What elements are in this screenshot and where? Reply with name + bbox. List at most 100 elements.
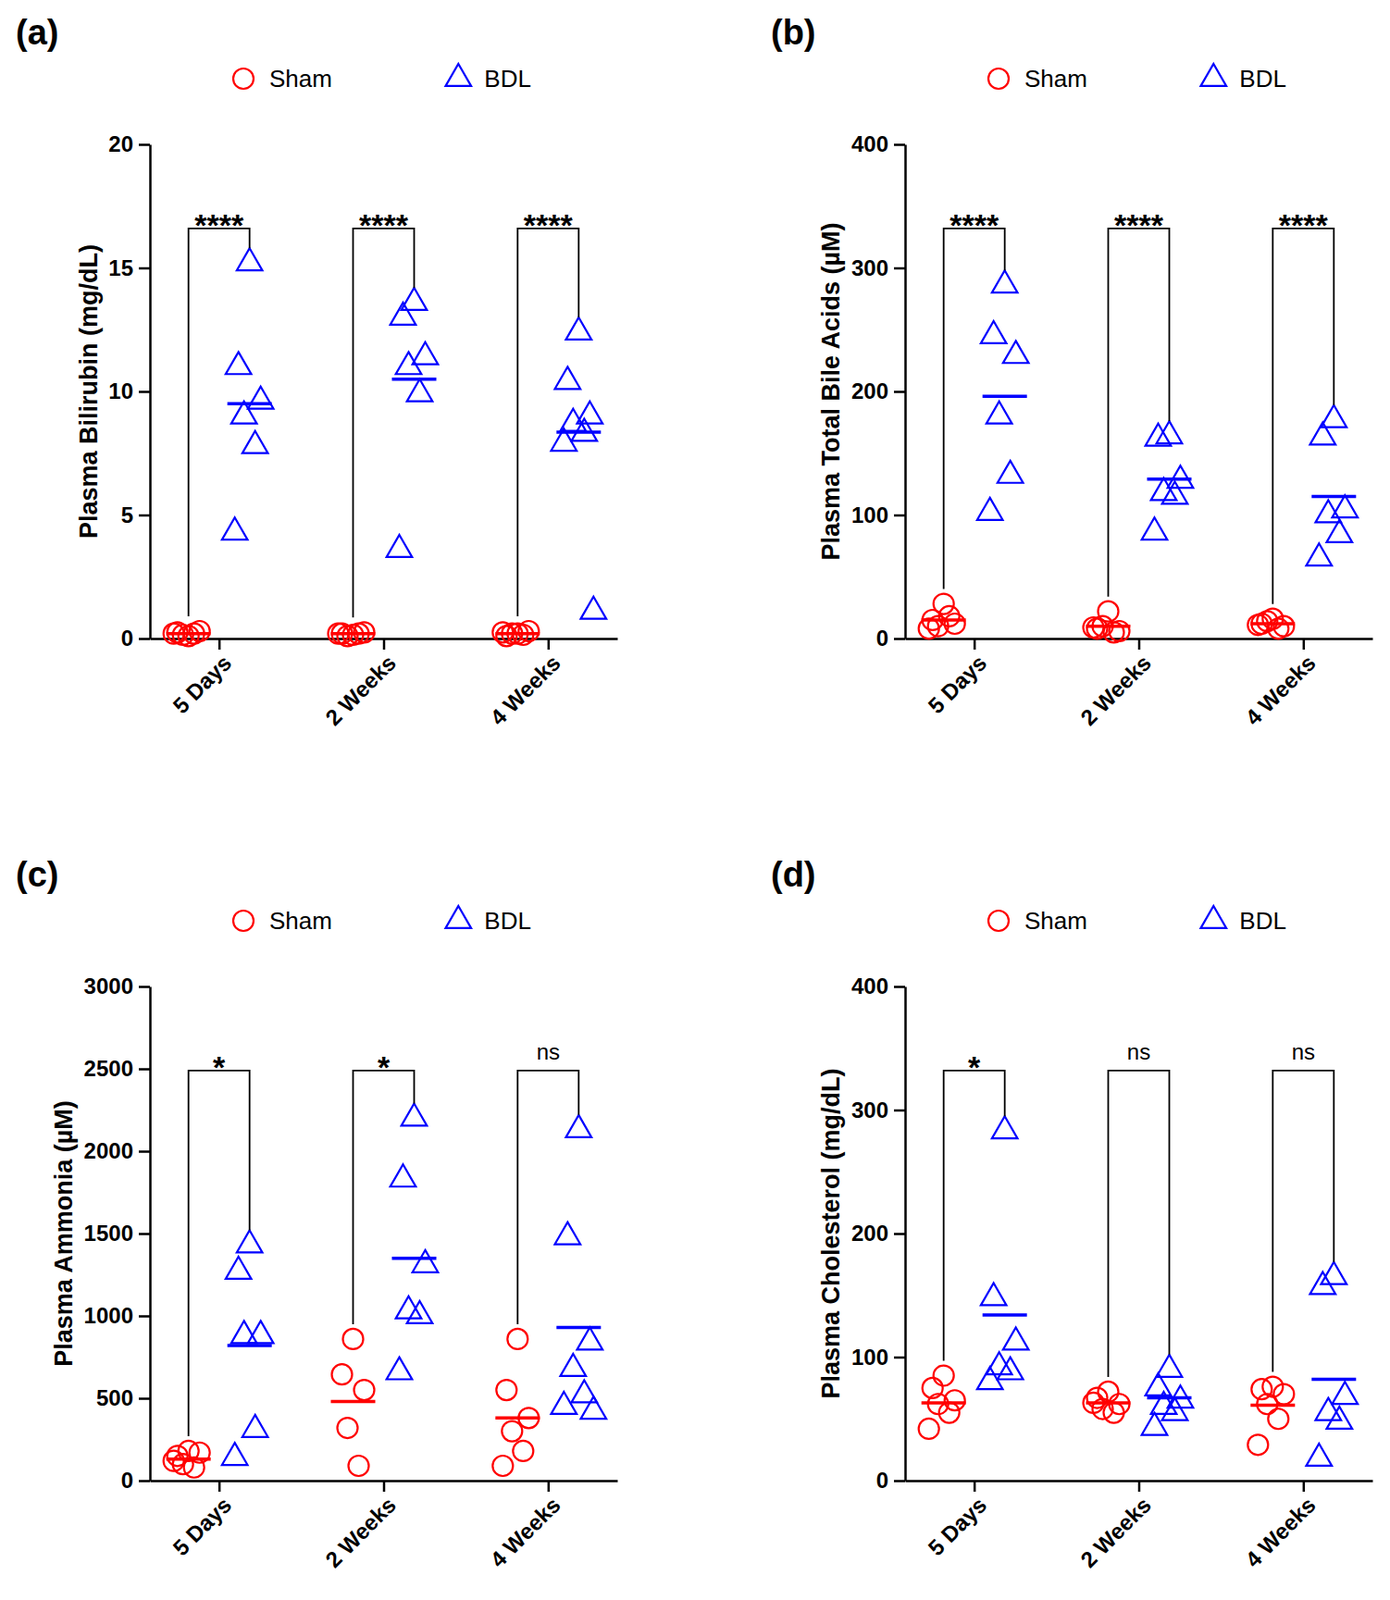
legend-label: Sham bbox=[269, 906, 333, 935]
legend-item: BDL bbox=[1200, 63, 1286, 93]
y-tick-label: 2000 bbox=[84, 1138, 134, 1164]
y-tick-mark bbox=[138, 1232, 150, 1236]
significance-bracket bbox=[353, 228, 415, 619]
y-tick-mark bbox=[893, 985, 906, 989]
data-point bbox=[1141, 1413, 1168, 1436]
data-point bbox=[348, 1455, 370, 1477]
y-tick: 400 bbox=[851, 973, 906, 999]
significance-label: * bbox=[968, 1049, 981, 1085]
y-tick-label: 1500 bbox=[84, 1220, 134, 1246]
data-point bbox=[997, 460, 1024, 484]
data-point bbox=[236, 1230, 263, 1254]
data-point bbox=[980, 1282, 1007, 1305]
significance: * * ns bbox=[188, 1039, 580, 1437]
x-axis: 5 Days2 Weeks4 Weeks bbox=[150, 1480, 619, 1573]
data-point bbox=[248, 1320, 274, 1343]
y-tick: 200 bbox=[851, 1220, 906, 1246]
y-tick-label: 100 bbox=[851, 502, 889, 528]
mean-line bbox=[227, 1343, 273, 1348]
data-point bbox=[1310, 1271, 1337, 1294]
panel-label: (a) bbox=[15, 12, 59, 52]
y-axis-title: Plasma Ammonia (µM) bbox=[49, 1100, 78, 1367]
y-tick: 15 bbox=[108, 255, 150, 281]
data-point bbox=[1306, 543, 1333, 566]
x-tick-label: 2 Weeks bbox=[1075, 1491, 1156, 1573]
data-point bbox=[501, 1421, 522, 1442]
x-tick-mark bbox=[1303, 1480, 1306, 1492]
marks bbox=[918, 1116, 1358, 1466]
data-point bbox=[939, 606, 960, 627]
significance: *nsns bbox=[943, 1039, 1335, 1378]
data-point bbox=[571, 418, 598, 441]
data-point bbox=[354, 1379, 375, 1401]
significance-label: * bbox=[212, 1049, 226, 1085]
x-tick-mark bbox=[1138, 1480, 1142, 1492]
data-point bbox=[412, 1250, 439, 1273]
y-tick-mark bbox=[138, 985, 150, 989]
x-axis: 5 Days2 Weeks4 Weeks bbox=[150, 638, 619, 731]
y-tick-mark bbox=[138, 390, 150, 394]
y-tick-label: 20 bbox=[108, 131, 134, 157]
legend-marker bbox=[988, 68, 1009, 89]
x-tick: 4 Weeks bbox=[484, 638, 566, 731]
y-tick-mark bbox=[893, 267, 906, 271]
y-tick-mark bbox=[893, 1109, 906, 1113]
series bbox=[163, 1328, 541, 1478]
significance-label: * bbox=[377, 1049, 391, 1085]
significance-bracket bbox=[1272, 1070, 1334, 1373]
mean-line bbox=[1311, 495, 1356, 499]
data-point bbox=[1003, 1327, 1030, 1351]
legend: ShamBDL bbox=[988, 905, 1287, 935]
legend: ShamBDL bbox=[988, 63, 1287, 93]
data-point bbox=[992, 270, 1018, 293]
mean-line bbox=[556, 430, 601, 435]
y-tick-mark bbox=[893, 1356, 906, 1360]
data-point bbox=[581, 1396, 608, 1419]
y-tick: 20 bbox=[108, 131, 150, 157]
data-point bbox=[222, 517, 249, 540]
mean-line bbox=[1086, 624, 1131, 629]
data-point bbox=[1167, 465, 1194, 488]
x-tick-label: 4 Weeks bbox=[1240, 649, 1321, 731]
data-point bbox=[407, 379, 434, 402]
data-point bbox=[1104, 1402, 1125, 1424]
data-point bbox=[980, 321, 1007, 344]
panel: 051015205 Days2 Weeks4 Weeks************… bbox=[74, 131, 619, 731]
mean-line bbox=[1147, 1396, 1192, 1401]
y-tick: 100 bbox=[851, 1344, 906, 1370]
significance-label: ns bbox=[536, 1039, 560, 1065]
data-point bbox=[1306, 1443, 1333, 1466]
data-point bbox=[1156, 421, 1183, 444]
y-axis: 050010001500200025003000 bbox=[84, 973, 151, 1493]
significance-bracket bbox=[943, 228, 1006, 590]
x-tick-mark bbox=[973, 638, 977, 650]
series bbox=[163, 620, 541, 646]
x-axis: 5 Days2 Weeks4 Weeks bbox=[905, 1480, 1374, 1573]
data-point bbox=[332, 1364, 353, 1385]
significance: ************ bbox=[943, 207, 1335, 605]
x-tick-mark bbox=[547, 1480, 551, 1492]
series bbox=[977, 1116, 1358, 1466]
legend-item: BDL bbox=[445, 63, 531, 93]
x-tick-label: 5 Days bbox=[922, 1491, 992, 1561]
y-tick-mark bbox=[138, 1067, 150, 1071]
y-tick: 1500 bbox=[84, 1220, 150, 1246]
y-tick: 400 bbox=[851, 131, 906, 157]
y-tick: 5 bbox=[121, 502, 150, 528]
data-point bbox=[386, 1357, 413, 1380]
y-tick-label: 1000 bbox=[84, 1303, 134, 1328]
data-point bbox=[1003, 340, 1030, 363]
significance-bracket bbox=[943, 1070, 1006, 1362]
y-tick-label: 15 bbox=[108, 255, 134, 281]
mean-line bbox=[1311, 1377, 1356, 1382]
x-tick-label: 4 Weeks bbox=[484, 1491, 566, 1573]
significance-label: **** bbox=[1114, 207, 1165, 243]
x-tick-mark bbox=[973, 1480, 977, 1492]
mean-line bbox=[1147, 477, 1192, 482]
y-tick-label: 0 bbox=[876, 1467, 889, 1493]
mean-line bbox=[392, 377, 437, 382]
marks bbox=[163, 1103, 607, 1477]
data-point bbox=[986, 401, 1013, 424]
legend: ShamBDL bbox=[233, 63, 532, 93]
significance-bracket bbox=[1272, 228, 1334, 605]
